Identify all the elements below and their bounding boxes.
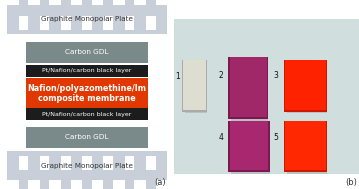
Bar — [231, 124, 270, 174]
Text: Pt/Nafion/carbon black layer: Pt/Nafion/carbon black layer — [42, 112, 132, 117]
Bar — [82, 0, 92, 5]
Bar — [40, 180, 50, 189]
Bar — [7, 5, 167, 34]
Text: Carbon GDL: Carbon GDL — [65, 135, 109, 140]
Bar — [146, 15, 155, 30]
Bar — [61, 156, 71, 170]
Bar — [284, 121, 327, 172]
Bar — [174, 19, 359, 174]
Bar — [19, 156, 28, 170]
Bar — [146, 180, 155, 189]
Bar — [61, 0, 71, 5]
Bar — [285, 121, 326, 170]
Bar — [103, 0, 113, 5]
Bar — [182, 60, 207, 112]
Text: 3: 3 — [274, 71, 279, 80]
Bar — [26, 108, 148, 120]
Bar — [82, 156, 92, 170]
Text: Pt/Nafion/carbon black layer: Pt/Nafion/carbon black layer — [42, 68, 132, 73]
Bar — [146, 0, 155, 5]
Bar — [82, 180, 92, 189]
Bar — [103, 180, 113, 189]
Bar — [125, 0, 134, 5]
Text: Graphite Monopolar Plate: Graphite Monopolar Plate — [41, 163, 133, 169]
Bar — [26, 42, 148, 63]
Bar — [40, 0, 50, 5]
Text: (b): (b) — [346, 178, 358, 187]
Bar — [125, 180, 134, 189]
Bar — [82, 15, 92, 30]
Bar — [103, 156, 113, 170]
Text: 1: 1 — [175, 72, 180, 81]
Bar — [146, 156, 155, 170]
Bar — [125, 15, 134, 30]
Bar — [19, 180, 28, 189]
Bar — [40, 15, 50, 30]
Bar — [7, 151, 167, 180]
Bar — [231, 60, 268, 121]
Text: Graphite Monopolar Plate: Graphite Monopolar Plate — [41, 16, 133, 22]
Text: Carbon GDL: Carbon GDL — [65, 50, 109, 55]
Bar — [228, 121, 270, 172]
Bar — [19, 15, 28, 30]
Bar — [26, 65, 148, 77]
Bar — [61, 180, 71, 189]
Text: Nafion/polyazomethine/Im
composite membrane: Nafion/polyazomethine/Im composite membr… — [28, 84, 146, 103]
Bar — [40, 156, 50, 170]
Bar — [26, 78, 148, 108]
Bar — [26, 127, 148, 148]
Bar — [286, 124, 327, 174]
Bar — [286, 64, 327, 113]
Bar — [183, 60, 206, 110]
Bar — [125, 156, 134, 170]
Bar — [19, 0, 28, 5]
Text: (a): (a) — [154, 178, 166, 187]
Bar — [284, 60, 327, 112]
Text: 4: 4 — [218, 132, 223, 142]
Bar — [103, 15, 113, 30]
Bar — [61, 15, 71, 30]
Bar — [185, 64, 207, 113]
Bar — [230, 121, 269, 170]
Bar — [230, 57, 266, 117]
Text: 2: 2 — [218, 71, 223, 80]
Bar — [285, 60, 326, 110]
Bar — [228, 57, 268, 119]
Text: 5: 5 — [274, 132, 279, 142]
